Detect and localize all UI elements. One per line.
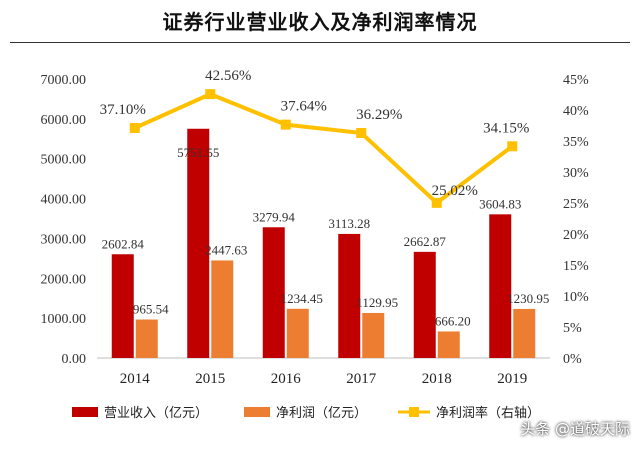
revenue-data-label: 3604.83 (479, 196, 521, 211)
y-right-tick-label: 25% (563, 197, 589, 212)
y-left-tick-label: 6000.00 (41, 113, 87, 128)
profit-margin-data-label: 37.10% (100, 102, 146, 118)
net-profit-bar (513, 308, 536, 358)
profit-margin-data-label: 37.64% (281, 99, 327, 115)
y-left-tick-label: 5000.00 (41, 153, 87, 168)
y-left-tick-label: 3000.00 (41, 232, 87, 247)
legend-swatch-revenue (72, 407, 98, 417)
legend-swatch-net-profit (244, 407, 270, 417)
y-right-tick-label: 15% (563, 259, 589, 274)
net-profit-bar (211, 260, 234, 358)
revenue-data-label: 2662.87 (404, 234, 447, 249)
profit-margin-marker (129, 122, 140, 133)
revenue-data-label: 5751.55 (177, 145, 219, 160)
revenue-bar (413, 251, 436, 358)
x-tick-label: 2017 (346, 371, 377, 387)
x-tick-label: 2015 (195, 371, 225, 387)
revenue-bar (489, 214, 512, 358)
x-tick-label: 2016 (271, 371, 302, 387)
y-left-tick-label: 0.00 (62, 352, 87, 367)
net-profit-data-label: 1234.45 (281, 291, 323, 306)
y-left-tick-label: 7000.00 (41, 73, 87, 88)
profit-margin-line (133, 92, 514, 205)
watermark: 头条 @道破天际 (520, 420, 630, 438)
revenue-data-label: 3279.94 (253, 209, 296, 224)
y-left-tick-label: 4000.00 (41, 193, 87, 208)
legend-label-net-profit: 净利润（亿元） (276, 406, 367, 421)
net-profit-data-label: 666.20 (435, 313, 471, 328)
legend-marker-profit-margin (409, 407, 419, 417)
net-profit-bar (286, 308, 309, 358)
x-tick-label: 2014 (120, 371, 151, 387)
x-tick-label: 2018 (422, 371, 452, 387)
y-right-tick-label: 45% (563, 73, 589, 88)
profit-margin-data-label: 25.02% (432, 183, 478, 199)
profit-margin-data-label: 36.29% (356, 107, 402, 123)
net-profit-data-label: 2447.63 (205, 242, 247, 257)
profit-margin-data-label: 42.56% (205, 68, 251, 84)
revenue-bar (338, 233, 361, 358)
profit-margin-marker (431, 197, 442, 208)
net-profit-bar (135, 319, 158, 358)
x-tick-label: 2019 (497, 371, 527, 387)
y-right-tick-label: 5% (563, 321, 582, 336)
profit-margin-marker (205, 89, 216, 100)
net-profit-data-label: 965.54 (133, 302, 169, 317)
net-profit-data-label: 1129.95 (356, 295, 398, 310)
y-left-tick-label: 2000.00 (41, 272, 87, 287)
y-right-tick-label: 20% (563, 228, 589, 243)
profit-margin-marker (280, 119, 291, 130)
profit-margin-data-label: 34.15% (483, 120, 529, 136)
y-right-tick-label: 10% (563, 290, 589, 305)
revenue-bar (262, 227, 285, 358)
y-right-tick-label: 0% (563, 352, 582, 367)
y-left-tick-label: 1000.00 (41, 312, 87, 327)
chart-title: 证券行业营业收入及净利润率情况 (162, 10, 478, 34)
y-right-tick-label: 40% (563, 104, 589, 119)
net-profit-bar (437, 331, 460, 358)
title-underline (10, 42, 630, 43)
revenue-bar (187, 128, 210, 358)
y-right-tick-label: 35% (563, 135, 589, 150)
net-profit-bar (362, 312, 385, 358)
profit-margin-marker (356, 128, 367, 139)
net-profit-data-label: 1230.95 (507, 291, 549, 306)
legend-label-revenue: 营业收入（亿元） (104, 406, 208, 421)
y-right-tick-label: 30% (563, 166, 589, 181)
profit-margin-marker (507, 141, 518, 152)
revenue-data-label: 3113.28 (328, 216, 370, 231)
legend-label-profit-margin: 净利润率（右轴） (436, 405, 540, 421)
revenue-data-label: 2602.84 (102, 236, 145, 251)
revenue-bar (111, 254, 134, 358)
